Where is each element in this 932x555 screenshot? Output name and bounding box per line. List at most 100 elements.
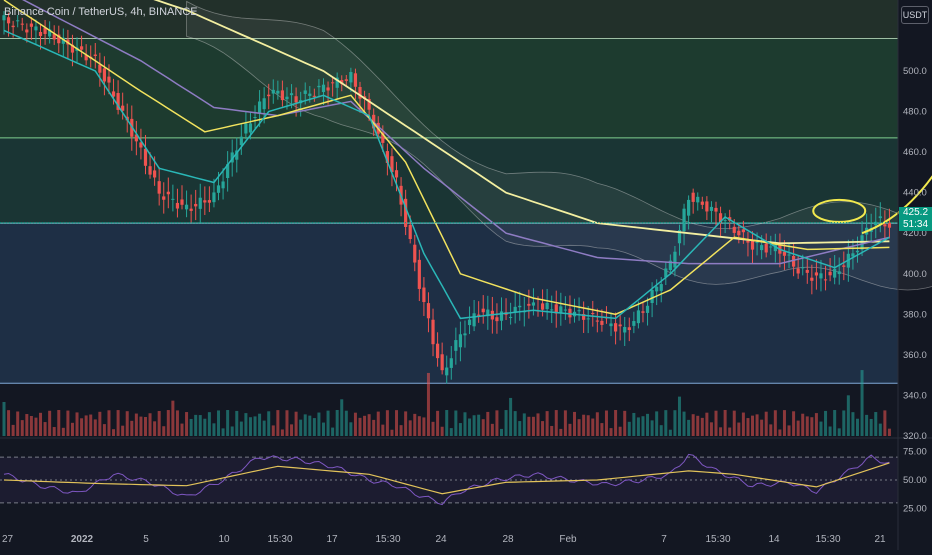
candle xyxy=(819,259,823,292)
candle xyxy=(353,68,358,100)
volume-bar xyxy=(408,420,412,436)
volume-bar xyxy=(719,427,723,436)
volume-bar xyxy=(723,410,727,436)
candle-body xyxy=(709,206,714,211)
candle-body xyxy=(244,123,248,134)
candle-body xyxy=(650,290,654,304)
candle xyxy=(335,72,339,99)
candle-body xyxy=(732,226,736,233)
candle-body xyxy=(134,134,138,142)
candle-body xyxy=(385,151,389,163)
volume-bar xyxy=(253,416,257,436)
x-tick-label: Feb xyxy=(559,534,577,545)
x-tick-label: 15:30 xyxy=(375,534,400,545)
candle xyxy=(198,183,202,223)
candle-body xyxy=(340,79,344,85)
candle-body xyxy=(823,279,828,281)
volume-bar xyxy=(545,411,549,436)
candle-body xyxy=(499,311,504,321)
candle xyxy=(682,203,686,246)
candle-body xyxy=(308,93,312,96)
ichimoku-cloud xyxy=(186,0,932,291)
candle xyxy=(627,317,631,342)
volume-bar xyxy=(395,410,399,436)
candle xyxy=(435,332,440,367)
candle-body xyxy=(239,136,243,146)
candle xyxy=(203,186,207,216)
currency-button[interactable]: USDT xyxy=(901,6,929,24)
x-tick-label: 2022 xyxy=(71,534,94,545)
volume-bar xyxy=(48,410,52,436)
candle-body xyxy=(760,245,764,251)
candle-body xyxy=(586,318,590,320)
candle-body xyxy=(93,54,97,56)
candle xyxy=(773,233,777,263)
candle-body xyxy=(636,310,641,324)
volume-bar xyxy=(477,414,481,436)
candle xyxy=(253,105,257,129)
candle-body xyxy=(814,272,819,276)
candle-body xyxy=(166,191,170,195)
candle xyxy=(673,245,677,277)
candle-body xyxy=(659,284,663,291)
volume-bar xyxy=(294,411,298,436)
candle xyxy=(34,19,38,45)
x-tick-label: 17 xyxy=(326,534,338,545)
candle-body xyxy=(52,33,56,40)
volume-bar xyxy=(796,420,800,436)
volume-bar xyxy=(107,410,111,436)
volume-bar xyxy=(591,418,595,436)
candle xyxy=(582,301,586,333)
candle xyxy=(641,302,645,323)
candle-body xyxy=(513,306,517,313)
volume-bar xyxy=(399,425,403,436)
volume-bar xyxy=(837,428,841,436)
candle xyxy=(677,224,682,256)
volume-bar xyxy=(481,419,485,436)
volume-bar xyxy=(43,422,47,436)
volume-bar xyxy=(755,414,759,436)
volume-bar xyxy=(490,423,494,436)
volume-bar xyxy=(321,422,325,436)
candle-body xyxy=(454,340,458,351)
volume-bar xyxy=(80,418,84,436)
candle xyxy=(271,79,275,104)
symbol-title: Binance Coin / TetherUS, 4h, BINANCE xyxy=(4,6,198,18)
candle xyxy=(385,143,389,176)
candle xyxy=(591,300,595,327)
volume-bar xyxy=(764,411,768,436)
volume-bar xyxy=(568,423,572,436)
volume-bar xyxy=(627,421,631,436)
volume-bar xyxy=(687,419,691,436)
candle-body xyxy=(819,273,823,279)
candle xyxy=(636,301,641,329)
volume-bar xyxy=(358,417,362,436)
candle xyxy=(764,233,768,258)
candle xyxy=(43,19,47,45)
candle xyxy=(326,81,330,105)
volume-bar xyxy=(312,418,316,436)
ema-teal-line xyxy=(3,29,890,320)
volume-bar xyxy=(139,416,143,436)
volume-bar xyxy=(472,415,476,436)
volume-bar xyxy=(563,410,567,436)
candle-body xyxy=(582,314,586,320)
candle-body xyxy=(851,253,855,257)
candle xyxy=(116,80,120,115)
volume-bar xyxy=(828,426,832,436)
candle-body xyxy=(600,320,604,325)
candle xyxy=(855,236,860,263)
rsi-signal-line xyxy=(3,462,890,495)
candle-body xyxy=(331,82,335,84)
candle-body xyxy=(554,304,558,314)
volume-bar xyxy=(372,419,376,436)
candle-body xyxy=(226,164,230,178)
candle xyxy=(321,78,326,106)
candle xyxy=(207,186,211,213)
candle xyxy=(769,235,773,255)
candle-body xyxy=(467,319,472,326)
candle-body xyxy=(207,200,211,203)
candle-body xyxy=(358,86,362,99)
